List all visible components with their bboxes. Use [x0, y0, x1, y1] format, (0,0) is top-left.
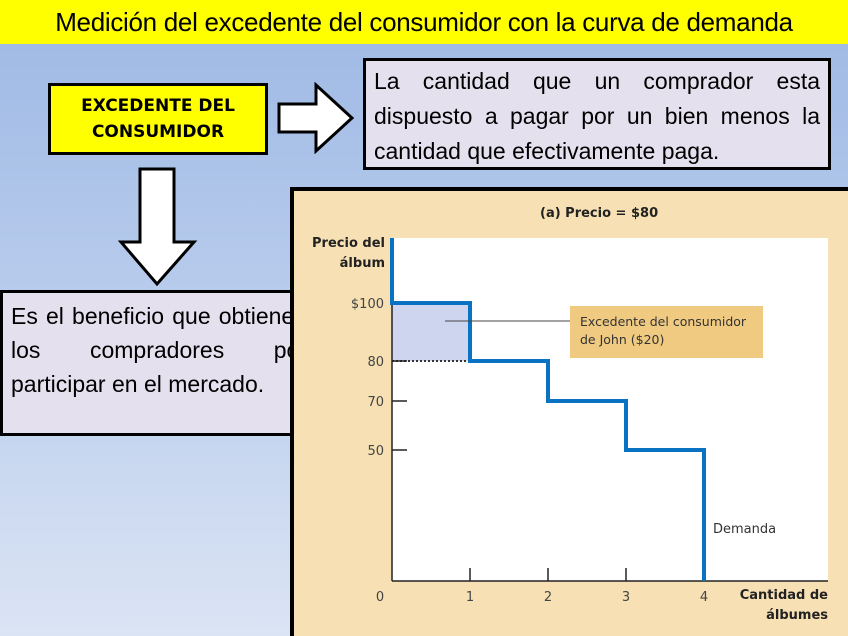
annotation-text: Excedente del consumidor de John ($20): [580, 314, 747, 347]
benefit-text: Es el beneficio que obtienen los comprad…: [11, 303, 307, 397]
consumer-surplus-area: [392, 303, 470, 361]
x-axis-label: Cantidad de álbumes: [739, 588, 828, 623]
y-tick-label: 80: [367, 355, 384, 370]
x-tick-label: 0: [376, 590, 384, 605]
annotation-callout: Excedente del consumidor de John ($20): [570, 306, 763, 358]
definition-text: La cantidad que un comprador esta dispue…: [374, 68, 820, 164]
series-label-demanda: Demanda: [713, 522, 777, 537]
title-bar: Medición del excedente del consumidor co…: [0, 0, 848, 44]
chart-title: (a) Precio = $80: [540, 206, 659, 221]
plot-area: [392, 238, 828, 581]
y-tick-label: 50: [367, 444, 384, 459]
slide-title: Medición del excedente del consumidor co…: [55, 6, 793, 37]
benefit-box: Es el beneficio que obtienen los comprad…: [0, 290, 318, 436]
block-arrow-right-icon: [277, 82, 355, 154]
x-tick-label: 3: [622, 590, 630, 605]
concept-label: EXCEDENTE DEL CONSUMIDOR: [81, 96, 235, 142]
y-tick-label: 70: [367, 395, 384, 410]
block-arrow-down-icon: [118, 167, 198, 287]
x-tick-label: 4: [700, 590, 708, 605]
demand-curve: [390, 238, 706, 581]
concept-box: EXCEDENTE DEL CONSUMIDOR: [48, 83, 268, 155]
y-axis-label: Precio del álbum: [312, 236, 385, 271]
x-tick-label: 2: [544, 590, 552, 605]
y-tick-label: $100: [351, 297, 384, 312]
x-tick-label: 1: [466, 590, 474, 605]
definition-box: La cantidad que un comprador esta dispue…: [363, 58, 831, 170]
